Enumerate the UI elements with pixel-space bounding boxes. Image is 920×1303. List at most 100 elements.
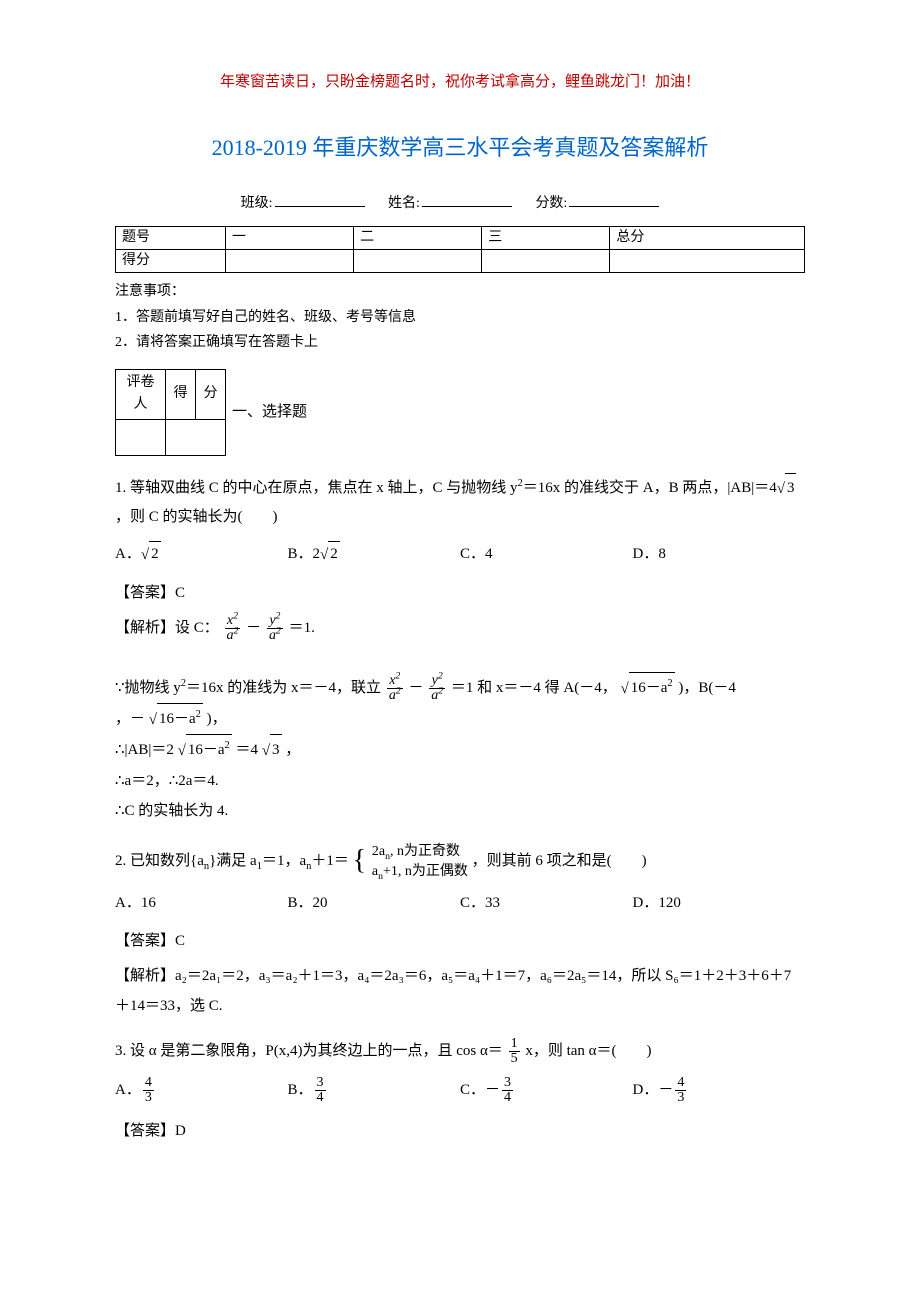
- name-blank: [422, 193, 512, 207]
- f34db: 4: [315, 1091, 326, 1105]
- q2-opt-b: B．20: [288, 891, 461, 915]
- q2-p1: 2a: [372, 844, 385, 859]
- score-th-0: 题号: [116, 226, 226, 249]
- score-th-2: 二: [354, 226, 482, 249]
- score-table: 题号 一 二 三 总分 得分: [115, 226, 805, 274]
- page-title: 2018-2019 年重庆数学高三水平会考真题及答案解析: [115, 130, 805, 165]
- q1-stem-a: 1. 等轴双曲线 C 的中心在原点，焦点在 x 轴上，C 与抛物线 y: [115, 480, 518, 496]
- score-header-row: 题号 一 二 三 总分: [116, 226, 805, 249]
- sqrt-16ma2-a: √16－a2: [620, 673, 674, 704]
- q3-options: A．43 B．34 C．－34 D．－43: [115, 1076, 805, 1105]
- reviewer-c1: 评卷人: [116, 369, 166, 419]
- q1-opt-b: B．2√2: [288, 542, 461, 567]
- reviewer-table: 评卷人 得 分: [115, 369, 226, 456]
- q3c-pre: C．－: [460, 1082, 500, 1098]
- sqrt-2-icon-b: √2: [320, 542, 340, 567]
- frac-y2a2: y2a2: [267, 614, 283, 643]
- q1e-i: ∴|AB|＝2: [115, 742, 174, 758]
- q2-opt-d: D．120: [633, 891, 806, 915]
- q2-opt-a: A．16: [115, 891, 288, 915]
- score-cell-4: [610, 249, 805, 272]
- piecewise: 2an, n为正奇数 an+1, n为正偶数: [372, 842, 468, 881]
- sqrt-3-icon: √3: [777, 474, 797, 504]
- reviewer-c2: 得: [166, 369, 196, 419]
- q3-opt-d: D．－43: [633, 1076, 806, 1105]
- frac-x2a2-2: x2a2: [387, 674, 403, 703]
- q1e-h: )，: [207, 711, 227, 727]
- f43nd: 4: [675, 1076, 686, 1091]
- q1-opt-a: A．√2: [115, 542, 288, 567]
- sqrt-3-c: √3: [262, 735, 282, 766]
- q1e-m: ∴C 的实轴长为 4.: [115, 803, 228, 819]
- q1-explanation: 【解析】设 C： x2a2 － y2a2 ＝1. ∵抛物线 y2＝16x 的准线…: [115, 613, 805, 826]
- f43da: 3: [143, 1091, 154, 1105]
- frac-y2a2-2: y2a2: [429, 674, 445, 703]
- sqrt-2-icon: √2: [141, 542, 161, 567]
- q2-opt-c: C．33: [460, 891, 633, 915]
- reviewer-blank-2: [166, 419, 226, 455]
- q1e-g: ，－: [115, 711, 145, 727]
- q3b-pre: B．: [288, 1082, 313, 1098]
- f15n: 1: [509, 1037, 520, 1052]
- motto-text: 年寒窗苦读日，只盼金榜题名时，祝你考试拿高分，鲤鱼跳龙门！加油！: [115, 70, 805, 94]
- score-label: 分数:: [535, 196, 567, 211]
- sqrt3-arg: 3: [785, 473, 797, 503]
- q1-stem-b: ＝16x 的准线交于 A，B 两点，|AB|＝4: [523, 480, 777, 496]
- q1e-l: ∴a＝2，∴2a＝4.: [115, 773, 219, 789]
- q2-p1b: , n为正奇数: [390, 844, 460, 859]
- q3-b: x，则 tan α＝( ): [525, 1043, 651, 1059]
- q1e-a: 【解析】设 C：: [115, 620, 219, 636]
- q2-c: ＝1，a: [262, 853, 306, 869]
- q1b-pre: B．2: [288, 546, 321, 562]
- notice-line-2: 2．请将答案正确填写在答题卡上: [115, 330, 805, 355]
- frac-x2a2: x2a2: [225, 614, 241, 643]
- q3-opt-a: A．43: [115, 1076, 288, 1105]
- q1e-e: ＝1 和 x＝－4 得 A(－4，: [451, 680, 617, 696]
- score-value-row: 得分: [116, 249, 805, 272]
- q1a-pre: A．: [115, 546, 141, 562]
- q3-answer: 【答案】D: [115, 1119, 805, 1143]
- q1-stem-c: ，则 C 的实轴长为( ): [115, 509, 278, 525]
- f34nb: 3: [315, 1076, 326, 1091]
- frac-1-5: 15: [509, 1037, 520, 1066]
- f43dd: 3: [675, 1091, 686, 1105]
- q3d-pre: D．－: [633, 1082, 674, 1098]
- score-cell-2: [354, 249, 482, 272]
- score-row-label: 得分: [116, 249, 226, 272]
- q2-answer: 【答案】C: [115, 929, 805, 953]
- student-info-line: 班级: 姓名: 分数:: [115, 193, 805, 215]
- f34nc: 3: [502, 1076, 513, 1091]
- q1e-k: ，: [285, 742, 300, 758]
- q2-e: ，则其前 6 项之和是( ): [472, 853, 647, 869]
- q1-options: A．√2 B．2√2 C．4 D．8: [115, 542, 805, 567]
- r16a: 16－a: [631, 680, 668, 696]
- f43na: 4: [143, 1076, 154, 1091]
- class-label: 班级:: [241, 196, 273, 211]
- brace-icon: {: [353, 847, 366, 875]
- q2-a: 2. 已知数列{a: [115, 853, 204, 869]
- section-1-label: 一、选择题: [232, 400, 307, 424]
- q2-explanation: 【解析】a₂＝2a₁＝2，a₃＝a₂＋1＝3，a₄＝2a₃＝6，a₅＝a₄＋1＝…: [115, 961, 805, 1021]
- q3-a: 3. 设 α 是第二象限角，P(x,4)为其终边上的一点，且 cos α＝: [115, 1043, 503, 1059]
- q1b-sqrt: 2: [328, 541, 340, 566]
- question-3: 3. 设 α 是第二象限角，P(x,4)为其终边上的一点，且 cos α＝ 15…: [115, 1037, 805, 1066]
- notice-block: 注意事项： 1．答题前填写好自己的姓名、班级、考号等信息 2．请将答案正确填写在…: [115, 279, 805, 355]
- q1-answer: 【答案】C: [115, 581, 805, 605]
- q1e-c: ∵抛物线 y: [115, 680, 181, 696]
- reviewer-blank-1: [116, 419, 166, 455]
- r16c: 16－a: [188, 742, 225, 758]
- q1a-sqrt: 2: [149, 541, 161, 566]
- frac-4-3-d: 43: [675, 1076, 686, 1105]
- score-th-3: 三: [482, 226, 610, 249]
- r3c: 3: [270, 734, 282, 765]
- notice-header: 注意事项：: [115, 279, 805, 304]
- score-cell-1: [226, 249, 354, 272]
- q3a-pre: A．: [115, 1082, 141, 1098]
- q2-options: A．16 B．20 C．33 D．120: [115, 891, 805, 915]
- frac-4-3-a: 43: [143, 1076, 154, 1105]
- q1e-f: )，B(－4: [678, 680, 736, 696]
- q3-opt-c: C．－34: [460, 1076, 633, 1105]
- q1-opt-c: C．4: [460, 542, 633, 567]
- score-th-4: 总分: [610, 226, 805, 249]
- reviewer-c3: 分: [196, 369, 226, 419]
